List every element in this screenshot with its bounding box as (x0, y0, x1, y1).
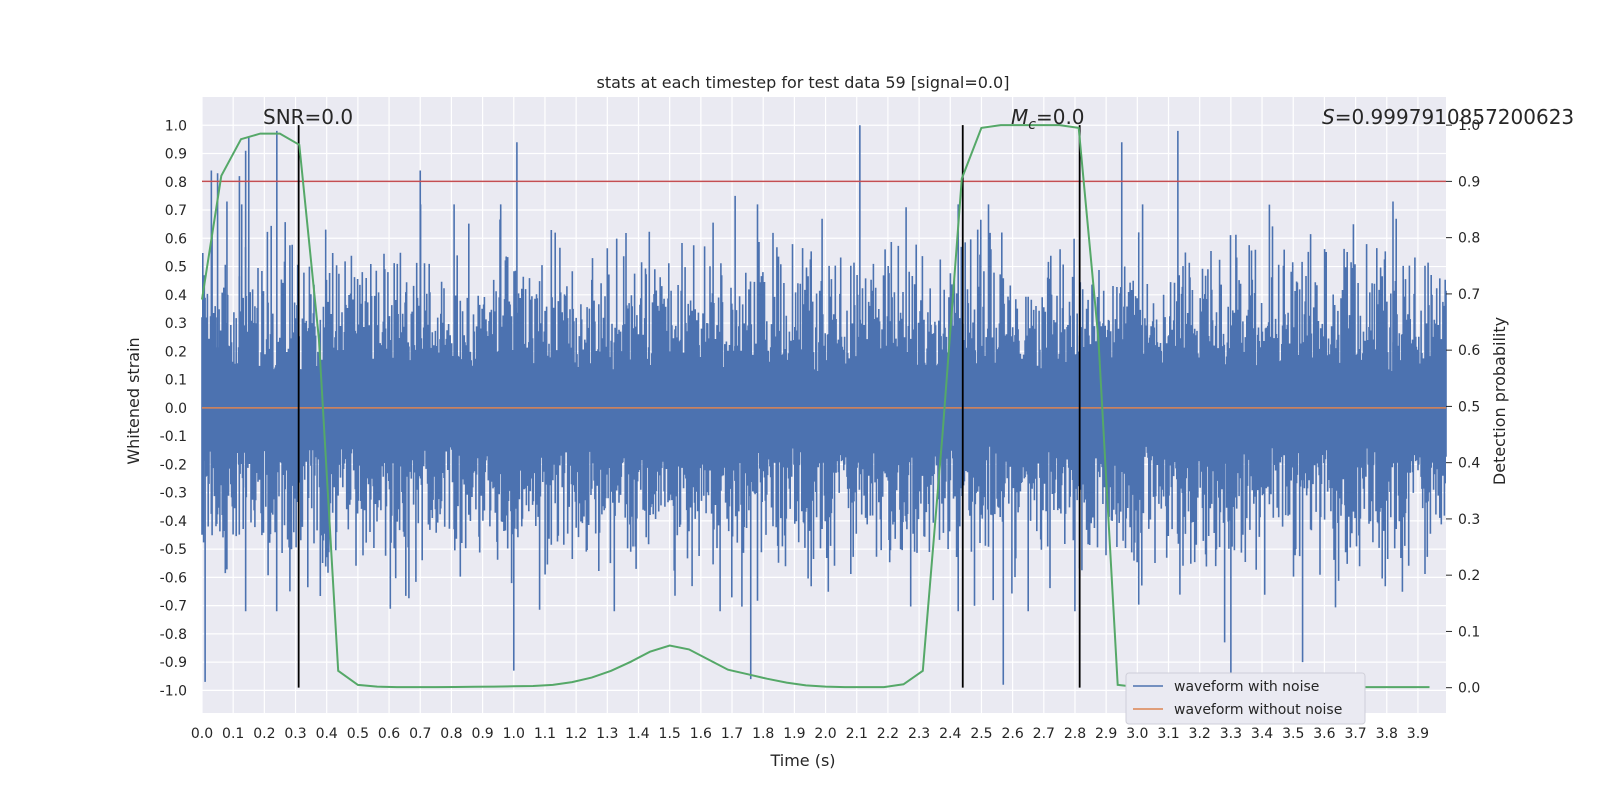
x-tick-label: 2.4 (939, 726, 961, 742)
y-tick-label-right: 0.9 (1458, 174, 1480, 190)
y-axis-label-left: Whitened strain (124, 337, 143, 464)
y-tick-label-right: 1.0 (1458, 118, 1480, 134)
y-tick-label-left: -0.4 (160, 514, 187, 530)
x-tick-label: 0.8 (440, 726, 462, 742)
x-tick-label: 0.9 (471, 726, 493, 742)
y-tick-label-right: 0.8 (1458, 231, 1480, 247)
y-tick-label-left: 1.0 (165, 118, 187, 134)
y-tick-label-left: -1.0 (160, 683, 187, 699)
y-tick-label-right: 0.2 (1458, 568, 1480, 584)
x-tick-label: 0.7 (409, 726, 431, 742)
legend-label-clean: waveform without noise (1174, 702, 1342, 718)
y-tick-label-left: 0.3 (165, 316, 187, 332)
x-tick-label: 2.5 (970, 726, 992, 742)
x-tick-label: 1.9 (783, 726, 805, 742)
x-tick-label: 1.8 (752, 726, 774, 742)
x-tick-label: 1.2 (565, 726, 587, 742)
mc-subscript: c (1028, 117, 1036, 133)
y-tick-label-left: 0.0 (165, 401, 187, 417)
mc-value: =0.0 (1036, 105, 1085, 129)
x-tick-label: 3.6 (1313, 726, 1335, 742)
s-symbol: S (1322, 105, 1335, 129)
snr-annotation: SNR=0.0 (263, 105, 353, 129)
y-tick-label-left: 0.9 (165, 147, 187, 163)
y-tick-label-left: -0.7 (160, 599, 187, 615)
y-tick-label-left: 0.8 (165, 175, 187, 191)
s-annotation: S=0.9997910857200623 (1322, 105, 1574, 129)
x-tick-label: 2.8 (1064, 726, 1086, 742)
s-value: =0.9997910857200623 (1335, 105, 1574, 129)
x-tick-label: 2.1 (846, 726, 868, 742)
x-tick-label: 2.2 (877, 726, 899, 742)
x-axis-label: Time (s) (769, 751, 835, 770)
x-tick-label: 1.4 (627, 726, 649, 742)
x-tick-label: 3.7 (1344, 726, 1366, 742)
x-tick-label: 0.4 (316, 726, 338, 742)
x-tick-label: 3.0 (1126, 726, 1148, 742)
x-tick-label: 0.1 (222, 726, 244, 742)
y-tick-label-left: -0.3 (160, 486, 187, 502)
x-tick-label: 3.5 (1282, 726, 1304, 742)
x-tick-label: 3.9 (1407, 726, 1429, 742)
legend-label-noise: waveform with noise (1174, 679, 1319, 695)
x-tick-label: 0.0 (191, 726, 213, 742)
x-tick-label: 0.3 (284, 726, 306, 742)
x-tick-label: 0.5 (347, 726, 369, 742)
x-tick-label: 1.0 (503, 726, 525, 742)
legend-box (1125, 672, 1366, 725)
y-tick-label-right: 0.7 (1458, 287, 1480, 303)
x-tick-label: 1.6 (690, 726, 712, 742)
x-tick-label: 3.2 (1189, 726, 1211, 742)
x-tick-label: 3.4 (1251, 726, 1273, 742)
y-tick-label-right: 0.3 (1458, 512, 1480, 528)
mc-annotation: Mc=0.0 (1011, 105, 1085, 133)
series-waveform-with-noise (201, 125, 1447, 685)
x-tick-label: 0.2 (253, 726, 275, 742)
y-tick-label-right: 0.5 (1458, 399, 1480, 415)
x-tick-label: 1.5 (659, 726, 681, 742)
x-tick-label: 2.9 (1095, 726, 1117, 742)
legend: waveform with noise waveform without noi… (1125, 672, 1366, 725)
x-tick-label: 2.7 (1033, 726, 1055, 742)
y-tick-label-left: 0.6 (165, 231, 187, 247)
x-tick-label: 2.0 (814, 726, 836, 742)
y-tick-label-left: 0.4 (165, 288, 187, 304)
x-tick-label: 0.6 (378, 726, 400, 742)
x-tick-label: 1.7 (721, 726, 743, 742)
y-tick-label-left: -0.1 (160, 429, 187, 445)
y-tick-label-left: -0.8 (160, 627, 187, 643)
chart-title: stats at each timestep for test data 59 … (597, 73, 1010, 92)
y-tick-label-left: 0.7 (165, 203, 187, 219)
x-tick-label: 3.1 (1157, 726, 1179, 742)
x-tick-label: 2.3 (908, 726, 930, 742)
y-tick-label-left: 0.2 (165, 344, 187, 360)
y-tick-label-right: 0.4 (1458, 456, 1480, 472)
y-tick-label-left: 0.5 (165, 260, 187, 276)
y-tick-label-left: -0.2 (160, 457, 187, 473)
x-tick-label: 1.1 (534, 726, 556, 742)
noise-waveform-body (201, 204, 1447, 612)
y-tick-label-right: 0.6 (1458, 343, 1480, 359)
y-tick-label-left: -0.9 (160, 655, 187, 671)
x-tick-label: 3.3 (1220, 726, 1242, 742)
x-tick-label: 3.8 (1376, 726, 1398, 742)
y-tick-label-left: 0.1 (165, 373, 187, 389)
mc-symbol: M (1011, 105, 1028, 129)
y-tick-label-right: 0.0 (1458, 681, 1480, 697)
y-tick-label-left: -0.6 (160, 570, 187, 586)
x-tick-label: 2.6 (1001, 726, 1023, 742)
y-tick-label-left: -0.5 (160, 542, 187, 558)
y-tick-label-right: 0.1 (1458, 624, 1480, 640)
y-axis-label-right: Detection probability (1490, 317, 1509, 485)
x-tick-label: 1.3 (596, 726, 618, 742)
